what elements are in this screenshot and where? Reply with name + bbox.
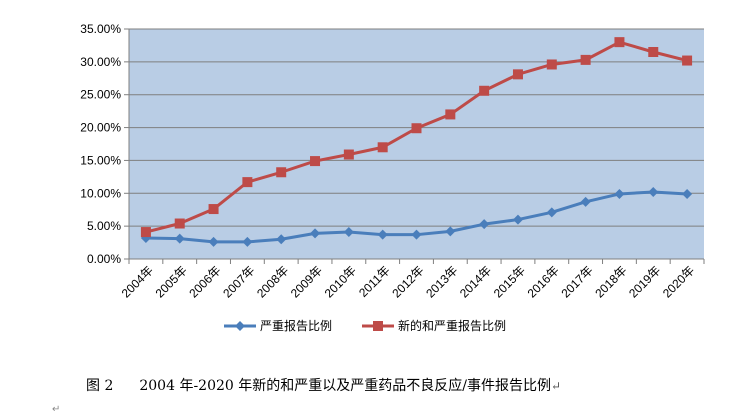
data-point-diamond: [310, 228, 321, 239]
paragraph-return-mark: ↵: [550, 379, 562, 393]
data-point-square: [479, 85, 490, 96]
data-point-diamond: [580, 196, 591, 207]
data-point-square: [140, 227, 151, 238]
legend-label: 严重报告比例: [260, 318, 332, 333]
y-tick-label: 20.00%: [80, 121, 121, 135]
data-point-diamond: [343, 227, 354, 238]
y-tick-label: 10.00%: [80, 186, 121, 200]
x-tick-label: 2015年: [491, 263, 528, 300]
data-point-diamond: [445, 226, 456, 237]
x-tick-label: 2016年: [525, 263, 562, 300]
data-point-square: [310, 156, 321, 167]
x-tick-label: 2014年: [457, 263, 494, 300]
data-point-square: [546, 59, 557, 70]
x-tick-label: 2010年: [322, 263, 359, 300]
caption-text: 2004 年-2020 年新的和严重以及严重药品不良反应/事件报告比例: [139, 378, 551, 394]
data-point-square: [343, 149, 354, 160]
legend-marker-diamond: [235, 321, 245, 331]
x-tick-label: 2009年: [288, 263, 325, 300]
data-point-square: [208, 204, 219, 215]
legend-label: 新的和严重报告比例: [398, 318, 506, 333]
data-point-square: [276, 167, 287, 178]
data-point-diamond: [174, 233, 185, 244]
data-point-diamond: [242, 236, 253, 247]
data-point-diamond: [648, 186, 659, 197]
y-tick-label: 30.00%: [80, 55, 121, 69]
x-tick-label: 2008年: [254, 263, 291, 300]
data-point-square: [377, 142, 388, 153]
y-tick-label: 15.00%: [80, 153, 121, 167]
x-tick-label: 2020年: [660, 263, 697, 300]
data-point-square: [614, 37, 625, 48]
chart-container: 0.00% 5.00% 10.00% 15.00% 20.00% 25.00% 30.00%…: [80, 22, 705, 333]
x-tick-label: 2017年: [558, 263, 595, 300]
x-tick-label: 2018年: [592, 263, 629, 300]
data-point-diamond: [208, 236, 219, 247]
x-tick-label: 2019年: [626, 263, 663, 300]
x-tick-label: 2005年: [153, 263, 190, 300]
data-point-square: [512, 69, 523, 80]
figure-caption: 图 2 2004 年-2020 年新的和严重以及严重药品不良反应/事件报告比例↵: [86, 376, 726, 396]
data-point-diamond: [512, 214, 523, 225]
data-point-square: [682, 55, 693, 66]
data-point-square: [411, 123, 422, 134]
data-point-square: [445, 109, 456, 120]
legend-marker-square: [373, 321, 383, 331]
data-point-square: [580, 54, 591, 65]
data-point-square: [242, 177, 253, 188]
line-chart: 0.00% 5.00% 10.00% 15.00% 20.00% 25.00% 30.00%…: [80, 22, 705, 333]
data-point-square: [174, 218, 185, 229]
data-point-diamond: [377, 229, 388, 240]
plot-area: [129, 29, 704, 259]
y-tick-label: 0.00%: [87, 252, 121, 266]
x-tick-label: 2006年: [186, 263, 223, 300]
y-tick-label: 35.00%: [80, 22, 121, 36]
y-tick-label: 5.00%: [87, 219, 121, 233]
data-point-square: [648, 47, 659, 57]
paragraph-mark: ↵: [52, 404, 61, 415]
x-tick-label: 2013年: [423, 263, 460, 300]
figure-number: 图 2: [86, 378, 114, 394]
x-tick-label: 2004年: [119, 263, 156, 300]
data-point-diamond: [682, 188, 693, 199]
x-tick-label: 2012年: [389, 263, 426, 300]
data-point-diamond: [546, 207, 557, 218]
data-point-diamond: [479, 219, 490, 230]
y-tick-label: 25.00%: [80, 88, 121, 102]
x-tick-label: 2011年: [356, 263, 393, 300]
data-point-diamond: [411, 229, 422, 240]
data-point-diamond: [276, 234, 287, 245]
data-point-diamond: [614, 188, 625, 199]
x-tick-label: 2007年: [220, 263, 257, 300]
